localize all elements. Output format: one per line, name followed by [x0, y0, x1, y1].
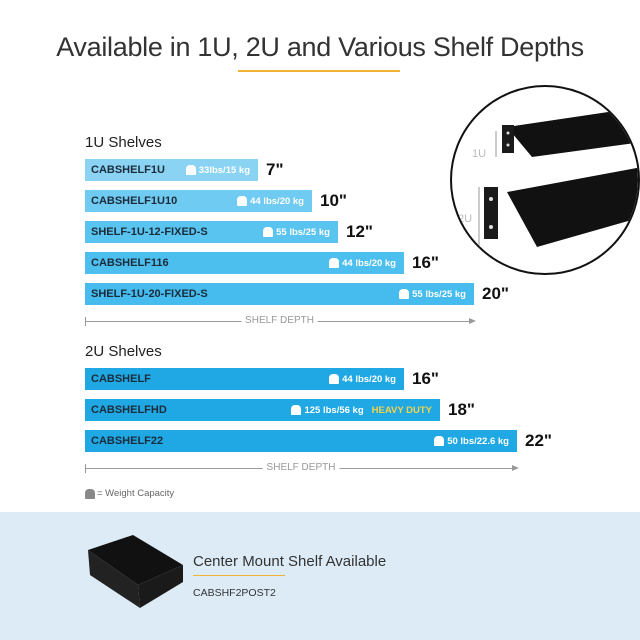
title-underline: [238, 70, 400, 72]
weight-capacity: 44 lbs/20 kg: [329, 258, 396, 269]
shelf-inset-image: 1U 2U: [450, 85, 640, 275]
shelf-depth-label: 20": [482, 284, 509, 303]
weight-capacity: 125 lbs/56 kg: [291, 404, 364, 416]
shelf-depth-label: 22": [525, 431, 552, 450]
weight-text: 44 lbs/20 kg: [342, 257, 396, 269]
weight-icon: [329, 374, 340, 384]
center-mount-code: CABSHF2POST2: [193, 587, 276, 599]
weight-icon: [329, 258, 340, 268]
weight-icon: [237, 196, 248, 206]
page-title: Available in 1U, 2U and Various Shelf De…: [56, 32, 584, 62]
shelf-depth-label: 7": [266, 160, 284, 179]
weight-text: 33lbs/15 kg: [198, 164, 250, 176]
shelf-bar: CABSHELF116 44 lbs/20 kg: [85, 252, 404, 274]
inset-label-1u: 1U: [472, 148, 486, 160]
weight-capacity: 50 lbs/22.6 kg: [434, 436, 509, 447]
weight-text: 50 lbs/22.6 kg: [447, 435, 509, 447]
weight-icon: [434, 436, 445, 446]
shelf-code: CABSHELF22: [91, 435, 164, 447]
weight-icon: [291, 405, 302, 415]
shelf-depth-label: 12": [346, 222, 373, 241]
arrow-icon: [512, 465, 519, 471]
center-mount-band: [0, 512, 640, 640]
shelf-bar: CABSHELF 44 lbs/20 kg: [85, 368, 404, 390]
heavy-duty-badge: HEAVY DUTY: [371, 404, 432, 416]
weight-capacity: 33lbs/15 kg: [185, 164, 250, 176]
weight-text: 44 lbs/20 kg: [342, 373, 396, 385]
weight-capacity: 44 lbs/20 kg: [237, 196, 304, 207]
shelf-code: CABSHELF1U10: [91, 195, 178, 207]
weight-text: 125 lbs/56 kg: [304, 404, 364, 416]
section-label: 1U Shelves: [85, 134, 162, 151]
center-mount-shelf-image: [88, 535, 183, 608]
weight-icon: [399, 289, 410, 299]
shelf-code: CABSHELFHD: [91, 404, 167, 416]
weight-capacity: 44 lbs/20 kg: [329, 374, 396, 385]
legend-text: = Weight Capacity: [97, 488, 175, 499]
shelf-depth-label: 18": [448, 400, 475, 419]
shelf-bar: SHELF-1U-12-FIXED-S 55 lbs/25 kg: [85, 221, 338, 243]
shelf-bar: CABSHELFHD 125 lbs/56 kg HEAVY DUTY: [85, 399, 440, 421]
weight-icon: [185, 165, 196, 175]
shelf-bar: CABSHELF1U 33lbs/15 kg: [85, 159, 258, 181]
shelf-bar: CABSHELF1U10 44 lbs/20 kg: [85, 190, 312, 212]
shelf-code: CABSHELF: [91, 373, 151, 385]
axis-label: SHELF DEPTH: [262, 462, 340, 473]
shelf-bar: CABSHELF22 50 lbs/22.6 kg: [85, 430, 517, 452]
arrow-icon: [469, 318, 476, 324]
shelf-code: CABSHELF116: [91, 257, 169, 269]
weight-capacity: 55 lbs/25 kg: [399, 289, 466, 300]
shelf-code: SHELF-1U-20-FIXED-S: [91, 288, 208, 300]
shelf-code: CABSHELF1U: [91, 164, 165, 176]
axis-label: SHELF DEPTH: [241, 315, 318, 326]
weight-text: 44 lbs/20 kg: [250, 195, 304, 207]
shelf-depth-label: 16": [412, 253, 439, 272]
weight-icon: [85, 488, 95, 499]
shelf-depth-label: 16": [412, 369, 439, 388]
shelf-bar: SHELF-1U-20-FIXED-S 55 lbs/25 kg: [85, 283, 474, 305]
weight-icon: [263, 227, 274, 237]
weight-text: 55 lbs/25 kg: [412, 288, 466, 300]
weight-text: 55 lbs/25 kg: [276, 226, 330, 238]
section-label: 2U Shelves: [85, 343, 162, 360]
shelf-depth-label: 10": [320, 191, 347, 210]
shelf-code: SHELF-1U-12-FIXED-S: [91, 226, 208, 238]
center-mount-title: Center Mount Shelf Available: [193, 553, 387, 570]
center-mount-underline: [193, 575, 285, 576]
inset-label-2u: 2U: [458, 213, 472, 225]
legend: = Weight Capacity: [85, 488, 174, 499]
shelf-depth-axis: SHELF DEPTH: [85, 462, 519, 473]
shelf-depth-axis: SHELF DEPTH: [85, 315, 476, 326]
weight-capacity: 55 lbs/25 kg: [263, 227, 330, 238]
